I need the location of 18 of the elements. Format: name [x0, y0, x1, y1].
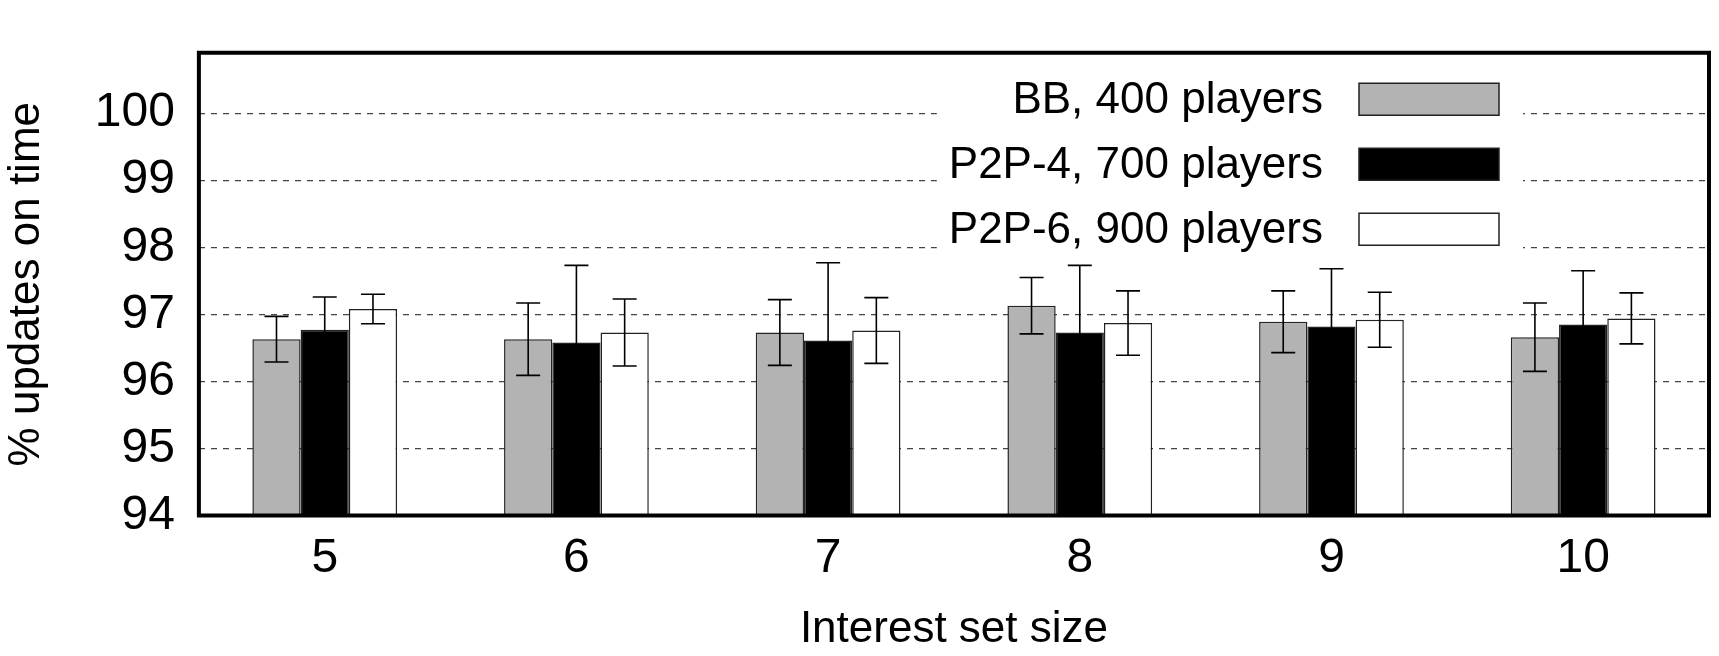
y-tick-label: 99 [121, 150, 175, 204]
x-tick-label: 8 [1066, 528, 1094, 582]
x-axis-title: Interest set size [799, 601, 1109, 651]
x-tick-label: 5 [311, 528, 339, 582]
legend-label: BB, 400 players [1012, 73, 1323, 123]
series-label: P2P-6, 900 players [948, 203, 1323, 253]
y-tick-label: 98 [121, 217, 175, 271]
x-tick-label: 6 [563, 528, 590, 582]
y-tick-label: 94 [121, 485, 175, 539]
x-tick-label: 9 [1318, 528, 1345, 582]
y-tick-label: 100 [94, 83, 175, 137]
y-axis-title: % updates on time [0, 101, 48, 467]
y-tick-label: 95 [121, 418, 175, 472]
y-tick-label: 96 [121, 351, 175, 405]
legend-label: P2P-4, 700 players [948, 138, 1323, 188]
x-tick-label: 7 [814, 528, 842, 582]
y-tick-label: 97 [121, 284, 175, 338]
x-tick-label: 10 [1556, 528, 1610, 582]
